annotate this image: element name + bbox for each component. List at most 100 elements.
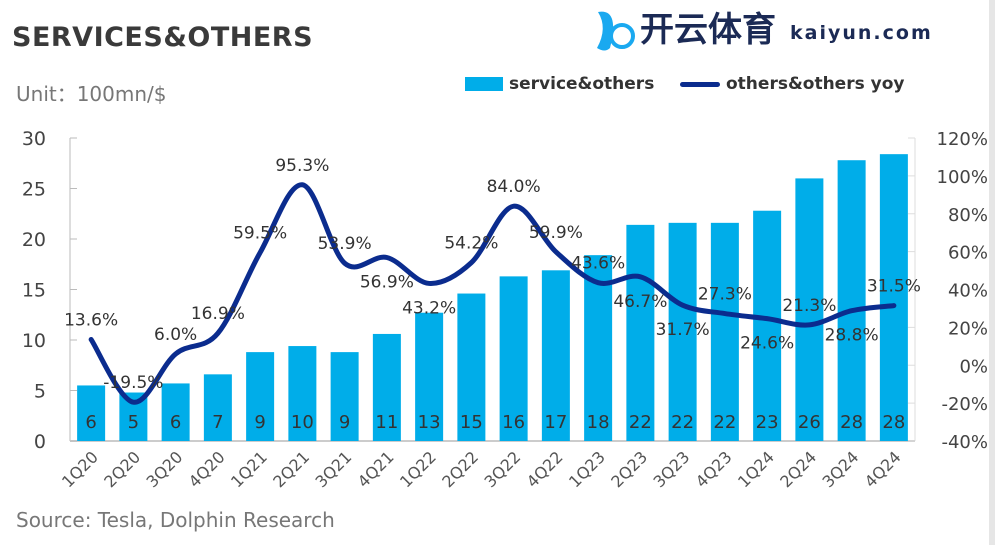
x-axis-label: 4Q21 bbox=[354, 447, 398, 491]
watermark-cn: 开云体育 bbox=[640, 10, 776, 50]
x-axis-label: 1Q24 bbox=[734, 447, 778, 491]
bar-3Q24 bbox=[837, 160, 866, 441]
bar-4Q24 bbox=[879, 154, 908, 441]
x-axis-label: 3Q24 bbox=[819, 447, 863, 491]
left-axis-tick-label: 25 bbox=[22, 179, 46, 201]
x-axis-label: 3Q20 bbox=[143, 447, 187, 491]
x-axis-label: 1Q22 bbox=[396, 447, 440, 491]
bar-2Q23 bbox=[626, 224, 655, 441]
legend-item-bar: service&others bbox=[465, 74, 654, 94]
bar-4Q22 bbox=[541, 270, 570, 441]
x-axis-label: 3Q22 bbox=[481, 447, 525, 491]
left-axis-tick-label: 0 bbox=[34, 431, 46, 453]
yoy-label-3Q24: 28.8% bbox=[825, 326, 879, 346]
x-axis-label: 2Q21 bbox=[269, 447, 313, 491]
bar-3Q21 bbox=[330, 352, 359, 441]
x-axis-label: 3Q23 bbox=[650, 447, 694, 491]
left-axis-tick-label: 15 bbox=[22, 280, 46, 302]
bar-label: 15 bbox=[460, 412, 483, 433]
x-axis-label: 2Q24 bbox=[776, 447, 820, 491]
bar-1Q22 bbox=[415, 312, 444, 441]
yoy-label-1Q23: 43.6% bbox=[571, 254, 625, 274]
bar-label: 16 bbox=[502, 412, 525, 433]
x-axis-label: 4Q22 bbox=[523, 447, 567, 491]
right-axis-tick-label: 80% bbox=[948, 205, 988, 226]
right-axis-tick-label: 0% bbox=[959, 356, 988, 377]
right-axis-tick-label: -40% bbox=[941, 432, 988, 453]
yoy-label-2Q22: 54.2% bbox=[444, 234, 498, 254]
source-note: Source: Tesla, Dolphin Research bbox=[16, 508, 335, 532]
yoy-label-1Q21: 59.5% bbox=[233, 224, 287, 244]
yoy-label-2Q24: 21.3% bbox=[782, 296, 836, 316]
yoy-label-2Q23: 46.7% bbox=[613, 292, 667, 312]
bar-label: 22 bbox=[713, 412, 736, 433]
bar-label: 9 bbox=[339, 412, 350, 433]
yoy-label-4Q24: 31.5% bbox=[867, 277, 921, 297]
bar-label: 9 bbox=[254, 412, 265, 433]
watermark-en: kaiyun.com bbox=[790, 22, 933, 44]
right-axis-tick-label: 20% bbox=[948, 318, 988, 339]
bar-label: 7 bbox=[212, 412, 223, 433]
x-axis-label: 1Q20 bbox=[58, 447, 102, 491]
bar-4Q23 bbox=[710, 222, 739, 441]
yoy-label-4Q21: 56.9% bbox=[360, 272, 414, 292]
yoy-line bbox=[88, 182, 897, 405]
bar-3Q22 bbox=[499, 276, 528, 441]
bar-3Q23 bbox=[668, 222, 697, 441]
legend-bar-label: service&others bbox=[509, 74, 655, 94]
bar-label: 6 bbox=[170, 412, 181, 433]
x-axis-label: 4Q20 bbox=[185, 447, 229, 491]
bar-label: 5 bbox=[128, 412, 139, 433]
bar-1Q21 bbox=[246, 352, 275, 441]
x-axis-label: 1Q23 bbox=[565, 447, 609, 491]
x-axis-label: 4Q23 bbox=[692, 447, 736, 491]
legend-line-label: others&others yoy bbox=[726, 74, 905, 94]
unit-label: Unit：100mn/$ bbox=[16, 82, 167, 106]
x-axis-label: 2Q22 bbox=[438, 447, 482, 491]
left-axis-tick-label: 5 bbox=[34, 381, 46, 403]
x-axis-label: 4Q24 bbox=[861, 447, 905, 491]
x-axis-label: 2Q20 bbox=[100, 447, 144, 491]
right-axis-tick-label: 40% bbox=[948, 281, 988, 302]
bar-label: 28 bbox=[882, 412, 905, 433]
bar-3Q20 bbox=[161, 383, 190, 441]
right-axis-tick-label: 60% bbox=[948, 243, 988, 264]
x-axis-label: 3Q21 bbox=[312, 447, 356, 491]
bar-label: 26 bbox=[798, 412, 821, 433]
legend-bar-swatch bbox=[465, 77, 503, 91]
bar-label: 13 bbox=[418, 412, 441, 433]
left-axis-tick-label: 30 bbox=[22, 128, 46, 150]
yoy-label-3Q21: 53.9% bbox=[318, 234, 372, 254]
bar-label: 22 bbox=[671, 412, 694, 433]
bar-label: 6 bbox=[85, 412, 96, 433]
bar-1Q23 bbox=[584, 255, 613, 441]
bar-4Q20 bbox=[203, 374, 232, 441]
bar-label: 18 bbox=[587, 412, 610, 433]
bar-2Q22 bbox=[457, 293, 486, 441]
bar-label: 23 bbox=[756, 412, 779, 433]
left-axis-tick-label: 10 bbox=[22, 330, 46, 352]
legend-line-swatch bbox=[680, 81, 720, 87]
chart-title: SERVICES&OTHERS bbox=[12, 22, 314, 53]
bar-label: 22 bbox=[629, 412, 652, 433]
yoy-label-3Q20: 6.0% bbox=[154, 325, 197, 345]
right-axis-tick-label: 100% bbox=[937, 167, 988, 188]
yoy-label-1Q22: 43.2% bbox=[402, 298, 456, 318]
kaiyun-logo-icon bbox=[597, 11, 635, 51]
left-axis-tick-label: 20 bbox=[22, 229, 46, 251]
yoy-label-3Q22: 84.0% bbox=[487, 177, 541, 197]
right-axis-tick-label: -20% bbox=[941, 394, 988, 415]
x-axis-label: 2Q23 bbox=[607, 447, 651, 491]
bar-label: 11 bbox=[375, 412, 398, 433]
yoy-label-2Q20: -19.5% bbox=[103, 373, 163, 393]
bar-2Q24 bbox=[795, 178, 824, 441]
x-axis-label: 1Q21 bbox=[227, 447, 271, 491]
yoy-label-4Q20: 16.9% bbox=[191, 304, 245, 324]
bar-label: 17 bbox=[544, 412, 567, 433]
bar-label: 10 bbox=[291, 412, 314, 433]
right-axis-tick-label: 120% bbox=[937, 129, 988, 150]
legend-item-line: others&others yoy bbox=[680, 74, 904, 94]
bar-label: 28 bbox=[840, 412, 863, 433]
yoy-label-1Q20: 13.6% bbox=[64, 310, 118, 330]
